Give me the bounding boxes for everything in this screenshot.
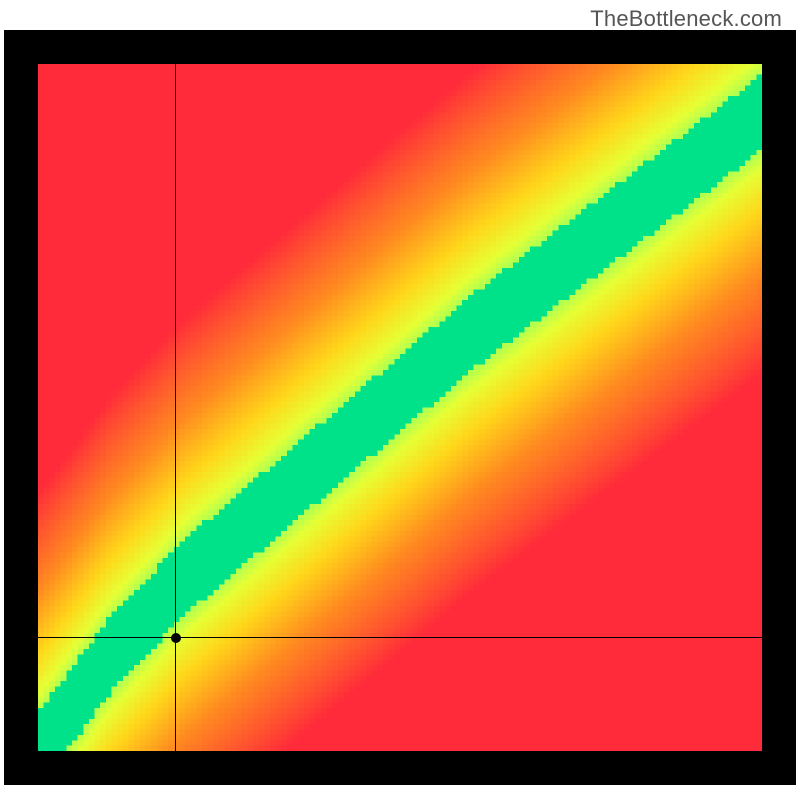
watermark-text: TheBottleneck.com [590,6,782,32]
crosshair-vertical [175,64,176,751]
chart-container: TheBottleneck.com [0,0,800,800]
heatmap-canvas [38,64,762,751]
marker-dot [171,633,181,643]
heatmap-plot-area [38,64,762,751]
crosshair-horizontal [38,637,762,638]
chart-frame [4,30,796,785]
